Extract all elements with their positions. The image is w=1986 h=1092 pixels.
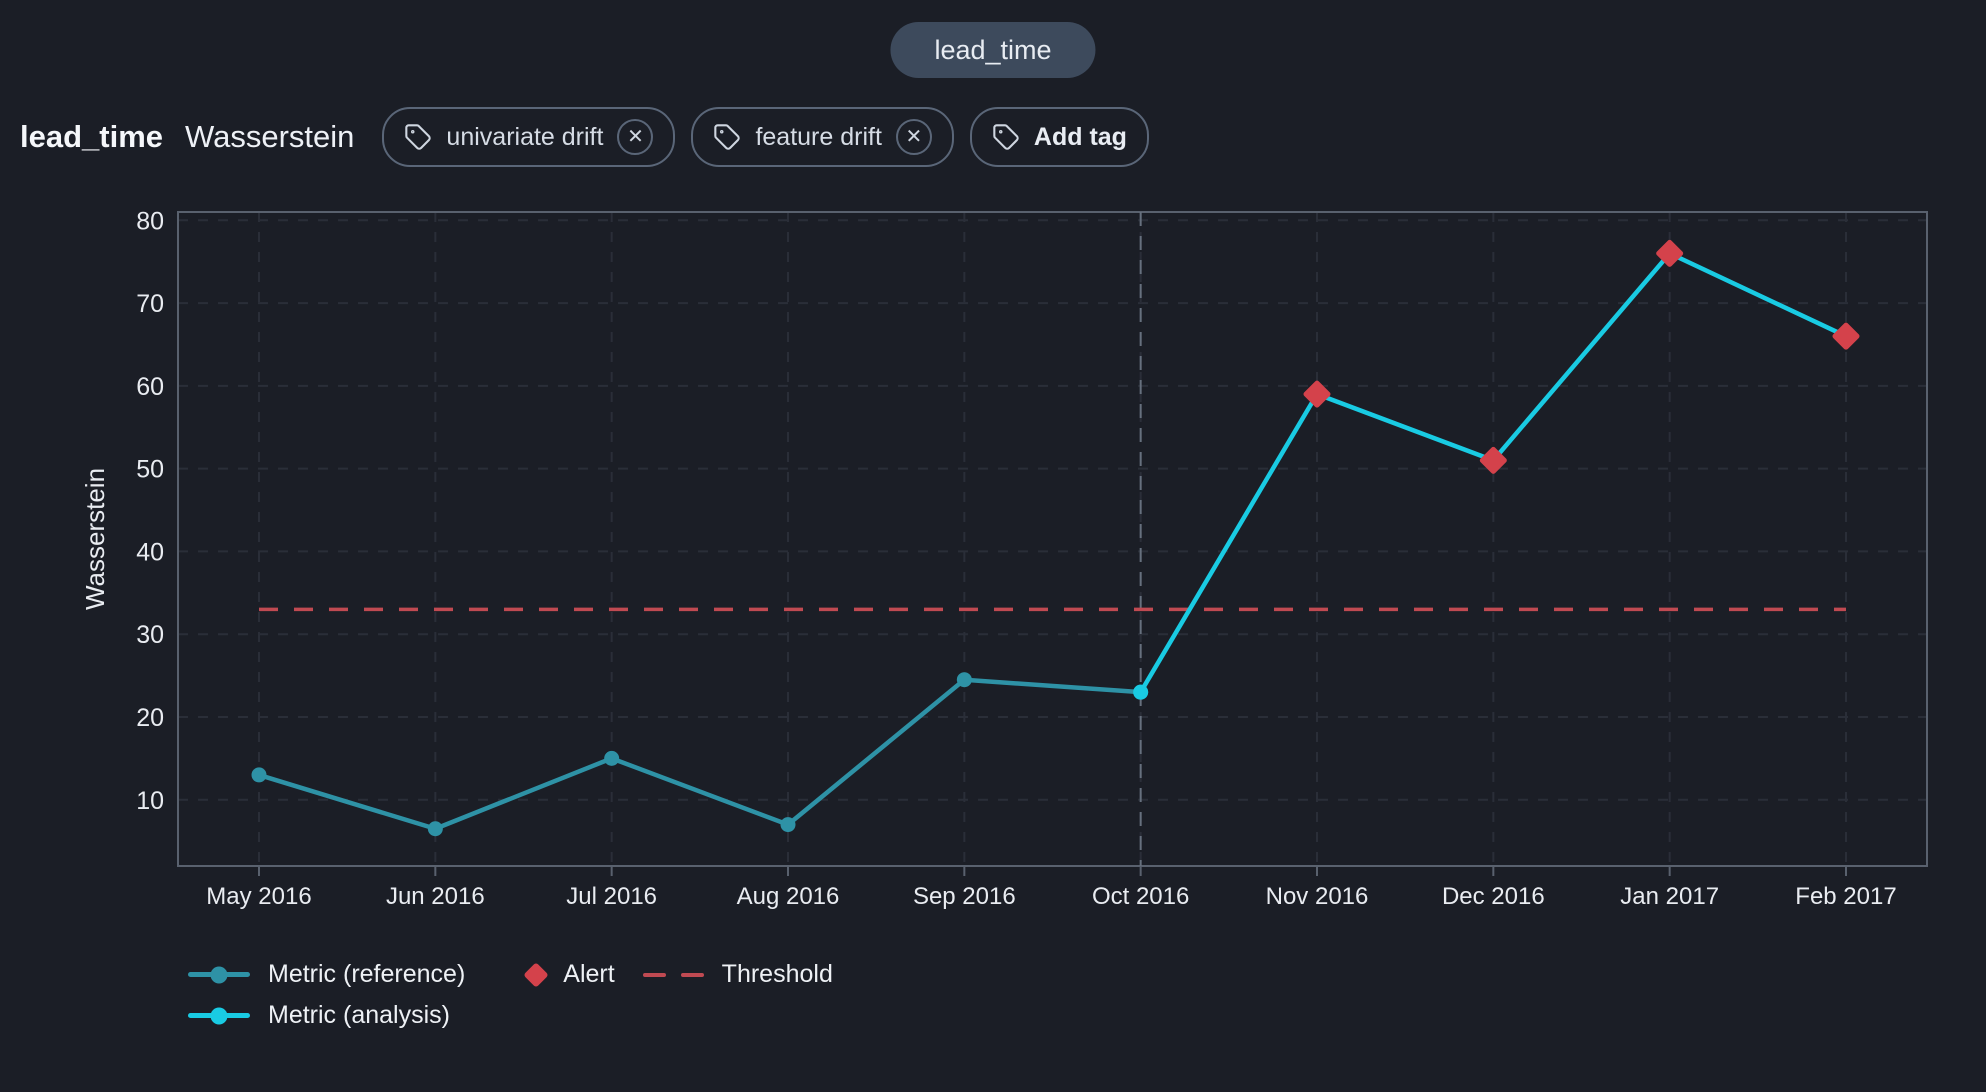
data-point[interactable] [1133, 685, 1148, 700]
legend-row: Metric (analysis) [188, 1001, 833, 1030]
y-tick-label: 40 [136, 538, 164, 566]
series-line-reference [259, 680, 1141, 829]
data-point[interactable] [604, 751, 619, 766]
data-point[interactable] [428, 821, 443, 836]
legend-label-reference: Metric (reference) [268, 960, 465, 989]
plot-border [178, 212, 1927, 866]
x-tick-label: May 2016 [206, 883, 311, 910]
x-tick-label: Jan 2017 [1620, 883, 1719, 910]
legend-item-reference[interactable]: Metric (reference) [188, 960, 465, 989]
alert-marker[interactable] [1835, 325, 1857, 347]
reference-line-swatch [188, 972, 250, 977]
x-tick-label: Jul 2016 [566, 883, 657, 910]
chart-legend: Metric (reference) Alert Threshold Metri… [188, 960, 833, 1030]
legend-label-analysis: Metric (analysis) [268, 1001, 450, 1030]
threshold-dash-icon [643, 973, 704, 977]
data-point[interactable] [957, 672, 972, 687]
x-tick-label: Sep 2016 [913, 883, 1016, 910]
data-point[interactable] [252, 767, 267, 782]
data-point[interactable] [781, 817, 796, 832]
y-tick-label: 70 [136, 290, 164, 318]
y-tick-label: 20 [136, 704, 164, 732]
y-axis-title: Wasserstein [80, 468, 110, 610]
x-tick-label: Dec 2016 [1442, 883, 1545, 910]
legend-item-alert[interactable]: Alert [527, 960, 614, 989]
y-tick-label: 80 [136, 207, 164, 235]
legend-row: Metric (reference) Alert Threshold [188, 960, 833, 989]
y-tick-label: 10 [136, 787, 164, 815]
y-tick-label: 30 [136, 621, 164, 649]
y-tick-label: 60 [136, 373, 164, 401]
legend-item-threshold[interactable]: Threshold [643, 960, 833, 989]
legend-label-alert: Alert [563, 960, 614, 989]
legend-item-analysis[interactable]: Metric (analysis) [188, 1001, 450, 1030]
y-tick-label: 50 [136, 456, 164, 484]
chart-canvas: 10 20 30 40 50 60 70 80 May 2016 Jun 2016 Jul 2016… [0, 0, 1986, 930]
x-tick-label: Nov 2016 [1266, 883, 1369, 910]
alert-diamond-icon [524, 962, 549, 987]
x-tick-label: Feb 2017 [1795, 883, 1896, 910]
legend-label-threshold: Threshold [722, 960, 833, 989]
x-tick-label: Aug 2016 [737, 883, 840, 910]
x-tick-label: Oct 2016 [1092, 883, 1189, 910]
analysis-line-swatch [188, 1013, 250, 1018]
x-tick-label: Jun 2016 [386, 883, 485, 910]
